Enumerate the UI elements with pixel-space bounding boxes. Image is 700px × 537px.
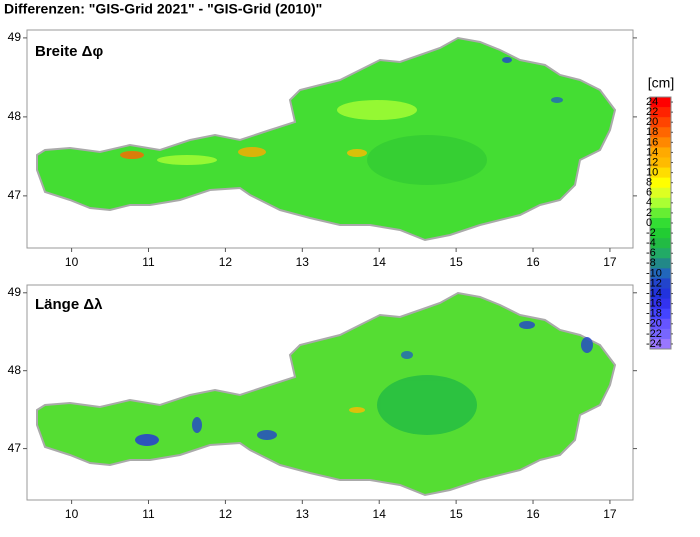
x-tick-label: 16 <box>526 507 540 521</box>
color-band <box>650 228 671 239</box>
colorbar-tick-label: -8 <box>646 257 656 269</box>
color-band <box>650 177 671 189</box>
x-tick-label: 14 <box>373 507 387 521</box>
color-band <box>650 137 671 148</box>
color-band <box>650 167 671 179</box>
color-band <box>650 127 671 138</box>
x-tick-label: 11 <box>142 255 155 269</box>
colorbar: [cm] 242220181614121086420-2-4-6-8-10-12… <box>646 75 674 350</box>
panel: Breite Δφ 10 11 12 13 14 15 16 17 47 48 49 <box>8 29 637 269</box>
texture <box>120 57 563 185</box>
colorbar-tick-label: 6 <box>646 187 652 199</box>
x-tick-label: 16 <box>526 255 540 269</box>
x-tick-label: 17 <box>603 507 617 521</box>
color-band <box>650 207 671 219</box>
color-band <box>650 268 671 279</box>
colorbar-tick-label: -14 <box>646 287 662 299</box>
colorbar-unit: [cm] <box>648 75 674 91</box>
colorbar-tick-label: -18 <box>646 308 662 320</box>
color-band <box>650 107 671 118</box>
colorbar-tick-label: -20 <box>646 318 662 330</box>
color-band <box>650 318 671 330</box>
color-band <box>650 338 671 350</box>
colorbar-tick-label: 18 <box>646 126 658 138</box>
x-tick-label: 12 <box>219 255 233 269</box>
color-band <box>650 97 671 108</box>
y-tick-label: 47 <box>8 441 22 455</box>
colorbar-tick-label: 10 <box>646 167 658 179</box>
colorbar-tick-label: 0 <box>646 217 652 229</box>
color-band <box>650 187 671 199</box>
y-tick-label: 47 <box>8 188 22 202</box>
colorbar-tick-label: 24 <box>646 96 658 108</box>
y-tick-label: 48 <box>8 363 22 377</box>
y-tick-label: 49 <box>8 30 22 44</box>
color-band <box>650 217 671 229</box>
color-band <box>650 328 671 340</box>
x-tick-label: 10 <box>65 255 79 269</box>
colorbar-tick-label: 8 <box>646 177 652 189</box>
colorbar-tick-label: -24 <box>646 338 662 350</box>
x-tick-label: 12 <box>219 507 233 521</box>
color-band <box>650 117 671 128</box>
colorbar-tick-label: -6 <box>646 247 656 259</box>
colorbar-tick-label: -10 <box>646 267 662 279</box>
panel: Länge Δλ 10 11 12 13 14 15 16 17 47 48 49 <box>8 284 637 521</box>
x-tick-label: 13 <box>296 507 310 521</box>
color-band <box>650 278 671 290</box>
y-tick-label: 49 <box>8 285 22 299</box>
color-band <box>650 197 671 209</box>
color-band <box>650 298 671 310</box>
color-band <box>650 147 671 158</box>
y-tick-label: 48 <box>8 109 22 123</box>
colorbar-tick-label: 12 <box>646 156 658 168</box>
color-band <box>650 238 671 249</box>
color-band <box>650 157 671 169</box>
colorbar-tick-label: 20 <box>646 116 658 128</box>
colorbar-tick-label: -2 <box>646 227 656 239</box>
colorbar-tick-label: -4 <box>646 237 656 249</box>
color-band <box>650 258 671 269</box>
colorbar-tick-label: 4 <box>646 197 652 209</box>
color-band <box>650 248 671 259</box>
colorbar-tick-label: 2 <box>646 207 652 219</box>
x-tick-label: 10 <box>65 507 79 521</box>
x-tick-label: 13 <box>296 255 310 269</box>
x-tick-label: 15 <box>449 255 463 269</box>
colorbar-tick-label: 16 <box>646 136 658 148</box>
colorbar-tick-label: -16 <box>646 298 662 310</box>
color-band <box>650 288 671 300</box>
colorbar-tick-label: 22 <box>646 106 658 118</box>
panel-label: Länge Δλ <box>35 296 103 313</box>
x-tick-label: 11 <box>142 507 155 521</box>
colorbar-tick-label: 14 <box>646 146 658 158</box>
x-tick-label: 15 <box>449 507 463 521</box>
x-tick-label: 17 <box>603 255 617 269</box>
x-tick-label: 14 <box>373 255 387 269</box>
panel-label: Breite Δφ <box>35 43 103 60</box>
colorbar-tick-label: -22 <box>646 328 662 340</box>
title: Differenzen: "GIS-Grid 2021" - "GIS-Grid… <box>4 1 322 17</box>
texture <box>135 321 593 446</box>
color-band <box>650 308 671 320</box>
colorbar-tick-label: -12 <box>646 277 662 289</box>
